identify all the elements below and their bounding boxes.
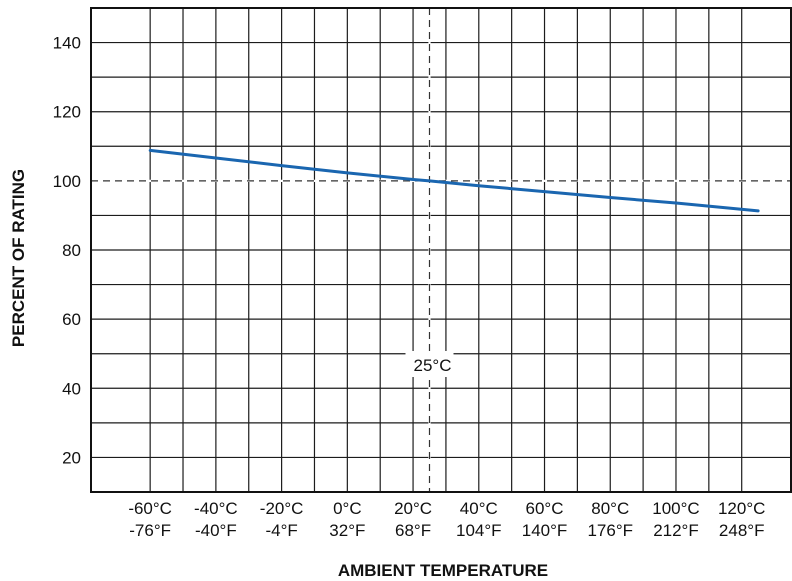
x-tick-label-fahrenheit: -76°F xyxy=(129,521,171,540)
x-tick-label-celsius: 60°C xyxy=(526,499,564,518)
grid-lines xyxy=(91,8,791,492)
x-tick-label-celsius: 80°C xyxy=(591,499,629,518)
y-tick-label: 60 xyxy=(62,310,81,329)
plot-frame xyxy=(90,7,792,493)
x-tick-label-celsius: 20°C xyxy=(394,499,432,518)
x-tick-labels: -60°C -76°F -40°C -40°F -20°C -4°F 0°C 32°F 20°C… xyxy=(128,499,765,540)
y-tick-label: 40 xyxy=(62,379,81,398)
x-tick-label-fahrenheit: -4°F xyxy=(265,521,297,540)
x-tick-label-fahrenheit: 104°F xyxy=(456,521,502,540)
y-axis-title: PERCENT OF RATING xyxy=(9,169,28,347)
annotation-background xyxy=(405,351,454,377)
y-tick-label: 20 xyxy=(62,448,81,467)
x-tick-label-celsius: -20°C xyxy=(260,499,304,518)
y-tick-label: 100 xyxy=(53,172,81,191)
x-tick-label-celsius: 40°C xyxy=(460,499,498,518)
x-tick-label-fahrenheit: 68°F xyxy=(395,521,431,540)
x-tick-label-celsius: 0°C xyxy=(333,499,362,518)
y-tick-label: 120 xyxy=(53,103,81,122)
series-line-0 xyxy=(148,148,760,213)
x-tick-label-celsius: -60°C xyxy=(128,499,172,518)
annotations: 25°C xyxy=(405,351,454,377)
x-tick-label-celsius: 120°C xyxy=(718,499,765,518)
x-tick-label-fahrenheit: 248°F xyxy=(719,521,765,540)
x-tick-label-fahrenheit: -40°F xyxy=(195,521,237,540)
x-tick-label-celsius: -40°C xyxy=(194,499,238,518)
y-tick-label: 140 xyxy=(53,34,81,53)
series-group xyxy=(148,148,760,213)
y-tick-labels: 20 40 60 80 100 120 140 xyxy=(53,34,81,468)
x-tick-label-celsius: 100°C xyxy=(652,499,699,518)
y-tick-label: 80 xyxy=(62,241,81,260)
x-tick-label-fahrenheit: 212°F xyxy=(653,521,699,540)
annotation-label: 25°C xyxy=(414,356,452,375)
x-tick-label-fahrenheit: 32°F xyxy=(329,521,365,540)
x-tick-label-fahrenheit: 140°F xyxy=(522,521,568,540)
x-tick-label-fahrenheit: 176°F xyxy=(587,521,633,540)
x-axis-title: AMBIENT TEMPERATURE xyxy=(338,561,548,580)
